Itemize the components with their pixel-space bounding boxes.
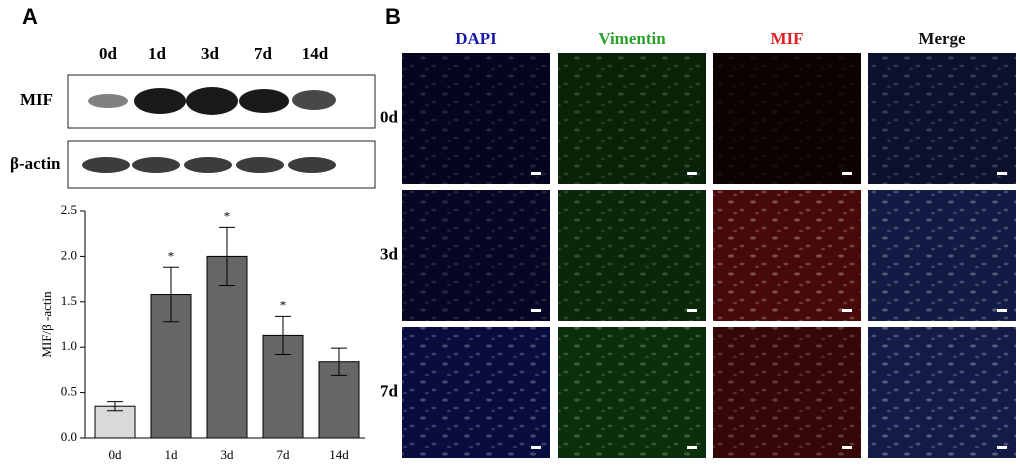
- blot-row-label: β-actin: [10, 154, 61, 173]
- bar: [206, 255, 248, 439]
- x-tick-label: 14d: [329, 447, 349, 462]
- scale-bar: [531, 446, 541, 449]
- scale-bar: [842, 446, 852, 449]
- error-bar-line: [219, 226, 235, 286]
- scale-bar: [997, 172, 1007, 175]
- nuclei: [713, 327, 861, 458]
- scale-bar: [531, 172, 541, 175]
- lane-label: 0d: [99, 44, 118, 63]
- nuclei: [402, 53, 550, 184]
- y-tick-label: 1.5: [61, 293, 77, 308]
- nuclei: [402, 327, 550, 458]
- lane-label: 3d: [201, 44, 220, 63]
- row-label: 7d: [380, 381, 399, 400]
- error-bar-line: [331, 347, 347, 376]
- y-axis-label: MIF/β -actin: [39, 291, 54, 358]
- scale-bar: [842, 172, 852, 175]
- nuclei: [558, 53, 706, 184]
- panel-label: B: [385, 4, 401, 29]
- nuclei: [558, 190, 706, 321]
- column-label: MIF: [770, 29, 803, 48]
- lane-label: 1d: [148, 44, 167, 63]
- lane-label: 14d: [302, 44, 329, 63]
- y-tick-label: 2.0: [61, 247, 77, 262]
- x-tick-label: 0d: [109, 447, 123, 462]
- bands: [82, 87, 336, 173]
- row-label: 3d: [380, 244, 399, 263]
- x-tick-label: 7d: [277, 447, 291, 462]
- y-tick-label: 0.5: [61, 384, 77, 399]
- lane-label: 7d: [254, 44, 273, 63]
- error-bar-line: [275, 315, 291, 355]
- scale-bar: [531, 309, 541, 312]
- y-tick-label: 0.0: [61, 429, 77, 444]
- significance: *: [168, 248, 175, 263]
- x-tick-label: 3d: [221, 447, 235, 462]
- scale-bar: [687, 172, 697, 175]
- error-bar: [275, 315, 291, 355]
- row-label: 0d: [380, 107, 399, 126]
- significance: *: [280, 297, 287, 312]
- x-tick-label: 1d: [165, 447, 179, 462]
- column-label: Merge: [918, 29, 966, 48]
- nuclei: [713, 190, 861, 321]
- nuclei: [868, 53, 1016, 184]
- error-bar-line: [163, 266, 179, 323]
- column-label: DAPI: [455, 29, 497, 48]
- error-bar-line: [107, 401, 123, 412]
- bar: [94, 405, 136, 439]
- error-bar: [107, 401, 123, 412]
- column-label: Vimentin: [598, 29, 666, 48]
- blot-row-label: MIF: [20, 90, 53, 109]
- y-tick-label: 2.5: [61, 202, 77, 217]
- nuclei: [868, 190, 1016, 321]
- error-bar: [331, 347, 347, 376]
- panel-label: A: [22, 4, 38, 29]
- y-tick-label: 1.0: [61, 338, 77, 353]
- error-bar: [219, 226, 235, 286]
- scale-bar: [687, 309, 697, 312]
- scale-bar: [997, 446, 1007, 449]
- scale-bar: [842, 309, 852, 312]
- error-bar: [163, 266, 179, 323]
- nuclei: [558, 327, 706, 458]
- nuclei: [402, 190, 550, 321]
- nuclei: [713, 53, 861, 184]
- scale-bar: [687, 446, 697, 449]
- nuclei: [868, 327, 1016, 458]
- significance: *: [224, 208, 231, 223]
- scale-bar: [997, 309, 1007, 312]
